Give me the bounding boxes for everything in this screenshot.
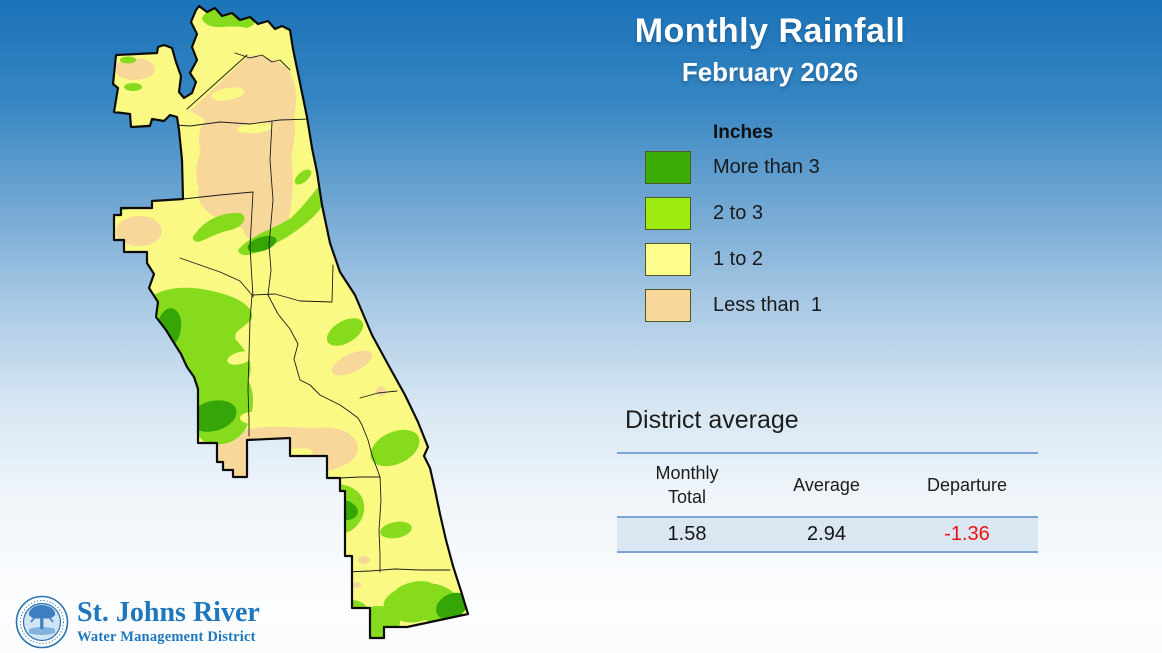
legend-swatch-2-to-3	[645, 197, 691, 230]
legend-swatch-more-than-3	[645, 151, 691, 184]
legend-swatch-1-to-2	[645, 243, 691, 276]
legend-item-more-than-3: More than 3	[645, 151, 820, 184]
page-title: Monthly Rainfall	[634, 12, 906, 50]
district-average-table: Monthly Total Average Departure 1.58 2.9…	[617, 452, 1038, 553]
page-subtitle: February 2026	[681, 57, 859, 87]
yellow-wisp	[240, 412, 264, 424]
org-logo: St. Johns River Water Management Distric…	[15, 595, 260, 649]
table-data-row: 1.58 2.94 -1.36	[617, 516, 1038, 553]
column-header-monthly-total: Monthly Total	[655, 462, 719, 507]
org-name: St. Johns River Water Management Distric…	[77, 596, 260, 646]
column-header-departure: Departure	[926, 474, 1008, 495]
org-name-line2: Water Management District	[77, 628, 256, 645]
legend-swatch-less-than-1	[645, 289, 691, 322]
monthly-total-value: 1.58	[667, 523, 707, 545]
legend-heading: Inches	[713, 122, 774, 143]
rainfall-yellow-wisps	[211, 87, 313, 456]
legend-label: Less than 1	[713, 294, 822, 316]
org-name-line1: St. Johns River	[77, 596, 260, 628]
departure-value: -1.36	[944, 523, 990, 545]
legend-label: 1 to 2	[713, 248, 764, 270]
table-header-row: Monthly Total Average Departure	[617, 454, 1038, 516]
legend-label: More than 3	[713, 156, 820, 178]
org-seal-icon	[15, 595, 69, 649]
column-header-average: Average	[793, 474, 860, 495]
legend-item-less-than-1: Less than 1	[645, 289, 822, 322]
average-value: 2.94	[807, 523, 846, 545]
district-rainfall-map	[111, 4, 470, 640]
legend-item-1-to-2: 1 to 2	[645, 243, 763, 276]
legend-item-2-to-3: 2 to 3	[645, 197, 763, 230]
title-block: Monthly Rainfall February 2026	[545, 12, 995, 88]
legend-label: 2 to 3	[713, 202, 764, 224]
district-average-heading: District average	[625, 406, 799, 434]
district-boundary	[111, 4, 470, 640]
yellow-wisp	[227, 351, 253, 365]
